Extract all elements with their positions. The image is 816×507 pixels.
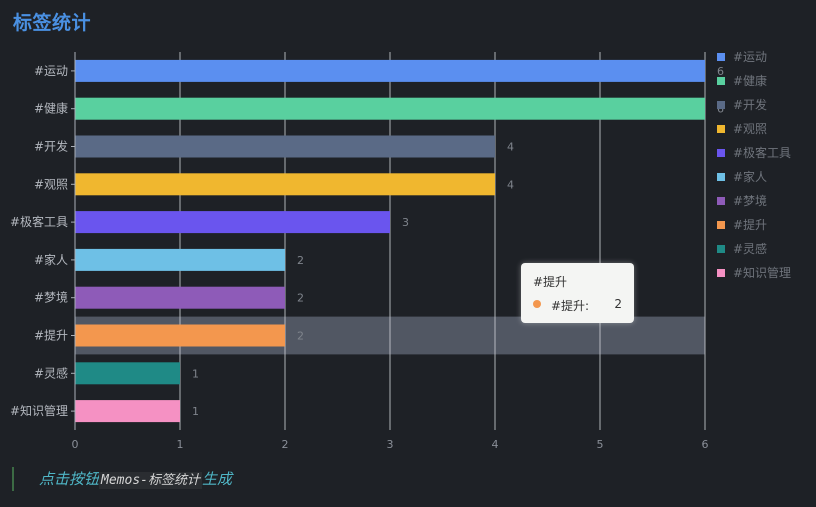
bar xyxy=(75,324,285,347)
x-tick-label: 6 xyxy=(702,438,709,451)
x-tick-label: 1 xyxy=(177,438,184,451)
value-label: 4 xyxy=(507,141,514,154)
bar xyxy=(75,97,705,120)
legend-swatch xyxy=(717,53,725,61)
bar xyxy=(75,135,495,158)
value-label: 4 xyxy=(507,178,514,191)
category-label: #开发 xyxy=(34,139,68,154)
value-label: 1 xyxy=(192,367,199,380)
page-title: 标签统计 xyxy=(13,12,92,34)
legend-swatch xyxy=(717,149,725,157)
legend-label: #梦境 xyxy=(733,193,767,208)
legend-swatch xyxy=(717,101,725,109)
x-tick-label: 5 xyxy=(597,438,604,451)
legend-label: #提升 xyxy=(733,217,767,232)
tooltip-value: 2 xyxy=(614,297,622,311)
category-label: #灵感 xyxy=(34,365,68,380)
legend-label: #观照 xyxy=(733,122,767,136)
footer-note: 点击按钮 Memos-标签统计 生成 xyxy=(12,467,232,491)
x-tick-label: 2 xyxy=(282,438,289,451)
value-label: 2 xyxy=(297,330,304,343)
value-label: 6 xyxy=(717,65,724,78)
bar-chart: 0 1 2 3 4 5 6#运动 6#健康 6#开发 4#观照 4#极客工具 3#家人 2#梦境 2#提升… xyxy=(10,50,791,451)
bar xyxy=(75,248,285,271)
tooltip-color-dot xyxy=(533,300,541,308)
legend-label: #运动 xyxy=(733,50,767,64)
legend-label: #灵感 xyxy=(733,241,767,256)
category-label: #知识管理 xyxy=(10,403,68,418)
value-label: 3 xyxy=(402,216,409,229)
legend-swatch xyxy=(717,125,725,133)
legend-swatch xyxy=(717,245,725,253)
bar xyxy=(75,59,705,82)
x-tick-label: 0 xyxy=(72,438,79,451)
category-label: #运动 xyxy=(34,64,68,78)
legend-swatch xyxy=(717,77,725,85)
category-label: #健康 xyxy=(34,101,68,116)
value-label: 2 xyxy=(297,254,304,267)
footer-suffix: 生成 xyxy=(201,470,232,488)
legend-label: #健康 xyxy=(733,73,767,88)
category-label: #观照 xyxy=(34,177,68,191)
category-label: #家人 xyxy=(34,252,68,267)
value-label: 1 xyxy=(192,405,199,418)
x-tick-label: 3 xyxy=(387,438,394,451)
bar xyxy=(75,286,285,309)
footer-code: Memos-标签统计 xyxy=(99,472,202,489)
tooltip-title: #提升 xyxy=(533,275,568,289)
bar xyxy=(75,400,180,423)
legend-swatch xyxy=(717,269,725,277)
legend-swatch xyxy=(717,221,725,229)
value-label: 2 xyxy=(297,292,304,305)
tooltip-series-name: #提升: xyxy=(551,299,590,313)
category-label: #极客工具 xyxy=(10,214,68,229)
bar xyxy=(75,173,495,196)
legend-label: #家人 xyxy=(733,169,767,184)
legend-label: #知识管理 xyxy=(733,265,791,280)
legend-swatch xyxy=(717,173,725,181)
legend-swatch xyxy=(717,197,725,205)
value-label: 6 xyxy=(717,103,724,116)
category-label: #提升 xyxy=(34,328,68,343)
bar xyxy=(75,211,390,234)
bar xyxy=(75,362,180,385)
footer-prefix: 点击按钮 xyxy=(39,470,100,488)
category-label: #梦境 xyxy=(34,290,68,305)
legend-label: #极客工具 xyxy=(733,145,791,160)
chart-tooltip: #提升 #提升: 2 xyxy=(521,263,634,323)
legend-label: #开发 xyxy=(733,97,767,112)
x-tick-label: 4 xyxy=(492,438,499,451)
